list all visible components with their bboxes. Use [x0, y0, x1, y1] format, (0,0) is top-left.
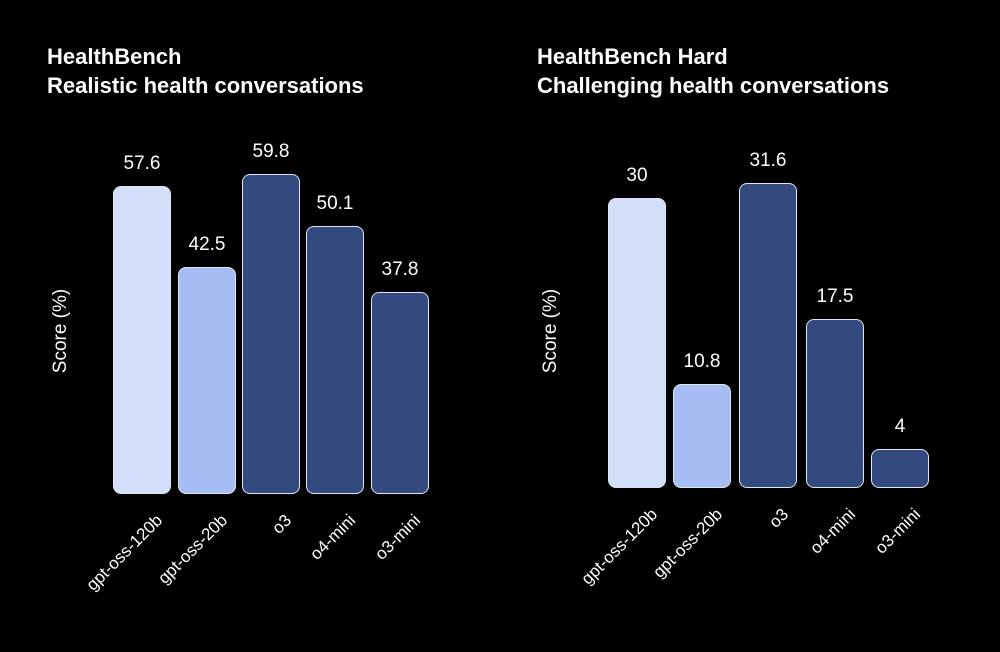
bar-o4-mini — [306, 226, 364, 494]
bar-gpt-oss-20b — [178, 267, 236, 494]
bar-value-label-gpt-oss-120b: 57.6 — [123, 153, 161, 174]
bar-gpt-oss-20b — [673, 384, 731, 488]
chart-title-line2: Realistic health conversations — [47, 73, 364, 98]
bar-value-label-o3: 59.8 — [252, 141, 290, 162]
chart-title-line1: HealthBench Hard — [537, 44, 728, 69]
bar-value-label-o3-mini: 4 — [894, 416, 906, 437]
bar-o4-mini — [806, 319, 864, 488]
chart-title-line2: Challenging health conversations — [537, 73, 890, 98]
bar-o3-mini — [371, 292, 429, 494]
bar-value-label-o3: 31.6 — [749, 150, 787, 171]
bar-value-label-o4-mini: 50.1 — [316, 193, 354, 214]
bar-gpt-oss-120b — [113, 186, 171, 494]
bar-value-label-gpt-oss-120b: 30 — [626, 165, 648, 186]
bar-value-label-o3-mini: 37.8 — [381, 259, 419, 280]
bar-value-label-gpt-oss-20b: 42.5 — [188, 234, 226, 255]
bar-o3-mini — [871, 449, 929, 488]
bar-o3 — [739, 183, 797, 488]
bar-o3 — [242, 174, 300, 494]
bar-value-label-o4-mini: 17.5 — [816, 286, 854, 307]
bar-value-label-gpt-oss-20b: 10.8 — [683, 351, 721, 372]
chart-title-line1: HealthBench — [47, 44, 182, 69]
chart-title-healthbench: HealthBench Realistic health conversatio… — [47, 42, 364, 100]
chart-title-healthbench-hard: HealthBench Hard Challenging health conv… — [537, 42, 889, 100]
bar-gpt-oss-120b — [608, 198, 666, 488]
